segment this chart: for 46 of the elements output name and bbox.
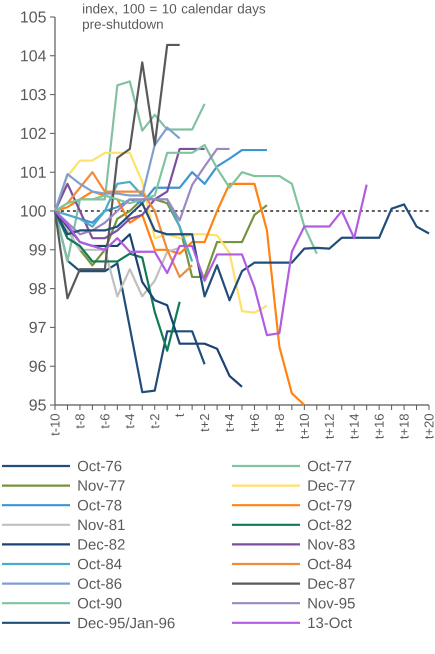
y-tick-label: 105	[21, 11, 46, 23]
legend-label: Dec-87	[308, 578, 355, 589]
x-tick-label: t+20	[424, 414, 434, 439]
x-tick-label: t-4	[125, 414, 134, 428]
annotation: index, 100 = 10 calendar days pre-shutdown	[82, 4, 266, 32]
y-tick-label: 95	[30, 399, 46, 411]
x-tick-label: t+10	[300, 414, 309, 439]
y-tick-label: 100	[21, 205, 46, 217]
legend-label: Oct-79	[308, 500, 352, 510]
legend-label: Dec-82	[78, 539, 125, 550]
x-tick-label: t	[175, 414, 184, 417]
legend-label: Nov-77	[78, 480, 125, 491]
x-tick-label: t+2	[200, 414, 210, 432]
x-tick-label: t-8	[75, 414, 85, 428]
x-tick-label: t+4	[225, 414, 234, 432]
legend-label: Nov-95	[308, 598, 355, 608]
y-tick-label: 102	[21, 128, 46, 140]
legend-label: Oct-77	[308, 460, 352, 472]
y-tick-label: 96	[30, 360, 46, 372]
legend-label: Oct-86	[78, 578, 122, 589]
x-tick-label: t-2	[150, 414, 160, 428]
legend-label: Oct-76	[78, 460, 122, 472]
y-tick-label: 101	[21, 166, 46, 178]
y-tick-label: 104	[21, 50, 46, 62]
x-tick-label: t-10	[50, 414, 60, 436]
legend-label: Oct-84	[308, 558, 352, 570]
legend-label: 13-Oct	[308, 618, 352, 628]
x-tick-label: t+12	[324, 414, 334, 439]
legend-label: Oct-82	[308, 520, 352, 530]
y-tick-label: 97	[30, 322, 46, 334]
y-tick-label: 98	[30, 282, 46, 294]
y-tick-label: 99	[30, 244, 46, 256]
x-tick-label: t+14	[350, 414, 359, 439]
x-tick-label: t+6	[250, 414, 260, 432]
legend-label: Nov-83	[308, 539, 355, 550]
legend-label: Oct-78	[78, 500, 122, 510]
x-tick-label: t-6	[100, 414, 110, 428]
legend-label: Oct-84	[78, 558, 122, 570]
x-tick-label: t+8	[274, 414, 284, 432]
legend-label: Dec-95/Jan-96	[78, 617, 175, 628]
y-tick-label: 103	[21, 88, 46, 100]
legend-label: Dec-77	[308, 480, 355, 491]
x-tick-label: t+18	[399, 414, 409, 439]
legend-label: Oct-90	[78, 598, 122, 608]
x-tick-label: t+16	[374, 414, 384, 439]
legend-label: Nov-81	[78, 520, 125, 530]
